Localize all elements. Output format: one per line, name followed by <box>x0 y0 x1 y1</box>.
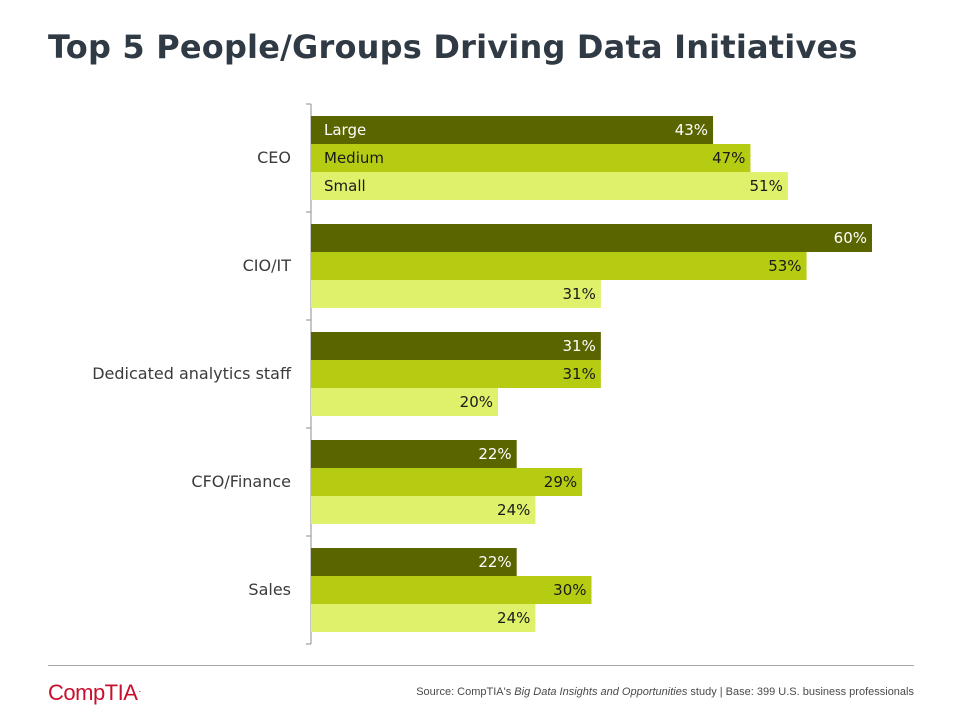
category-label: CFO/Finance <box>191 472 291 491</box>
source-prefix: Source: CompTIA's <box>416 686 515 698</box>
category-label: CEO <box>257 148 291 167</box>
category-label: CIO/IT <box>243 256 292 275</box>
logo-dot: . <box>138 683 141 695</box>
source-title: Big Data Insights and Opportunities <box>514 686 688 698</box>
data-label: 51% <box>750 177 783 195</box>
bar-small <box>311 604 536 632</box>
comptia-logo: CompTIA. <box>48 680 141 706</box>
data-label: 60% <box>834 229 867 247</box>
legend-entry-large: Large <box>324 121 366 139</box>
bar-medium <box>311 576 592 604</box>
data-label: 24% <box>497 501 530 519</box>
bar-small <box>311 172 788 200</box>
bar-chart: CEO 43% Large 47% Medium 51% Small CIO/IT 60% 53%… <box>92 103 872 645</box>
data-label: 30% <box>553 581 586 599</box>
bar-medium <box>311 144 751 172</box>
bar-large <box>311 440 517 468</box>
bar-medium <box>311 252 807 280</box>
data-label: 31% <box>563 285 596 303</box>
bar-small <box>311 280 601 308</box>
data-label: 24% <box>497 609 530 627</box>
data-label: 29% <box>544 473 577 491</box>
data-label: 47% <box>712 149 745 167</box>
bar-medium <box>311 468 583 496</box>
bar-large <box>311 224 872 252</box>
source-note: Source: CompTIA's Big Data Insights and … <box>416 686 914 698</box>
category-label: Dedicated analytics staff <box>92 364 292 383</box>
bar-medium <box>311 360 601 388</box>
data-label: 22% <box>478 553 511 571</box>
data-label: 43% <box>675 121 708 139</box>
bar-small <box>311 496 536 524</box>
page-title: Top 5 People/Groups Driving Data Initiat… <box>48 28 858 66</box>
data-label: 20% <box>460 393 493 411</box>
logo-text: CompTIA <box>48 680 138 705</box>
legend-entry-medium: Medium <box>324 149 384 167</box>
data-label: 31% <box>563 365 596 383</box>
source-suffix: study | Base: 399 U.S. business professi… <box>687 686 914 698</box>
data-label: 22% <box>478 445 511 463</box>
bar-large <box>311 332 601 360</box>
footer-divider <box>48 665 914 666</box>
category-label: Sales <box>248 580 291 599</box>
data-label: 31% <box>563 337 596 355</box>
bar-large <box>311 116 714 144</box>
legend-entry-small: Small <box>324 177 366 195</box>
bar-small <box>311 388 498 416</box>
bar-large <box>311 548 517 576</box>
data-label: 53% <box>768 257 801 275</box>
